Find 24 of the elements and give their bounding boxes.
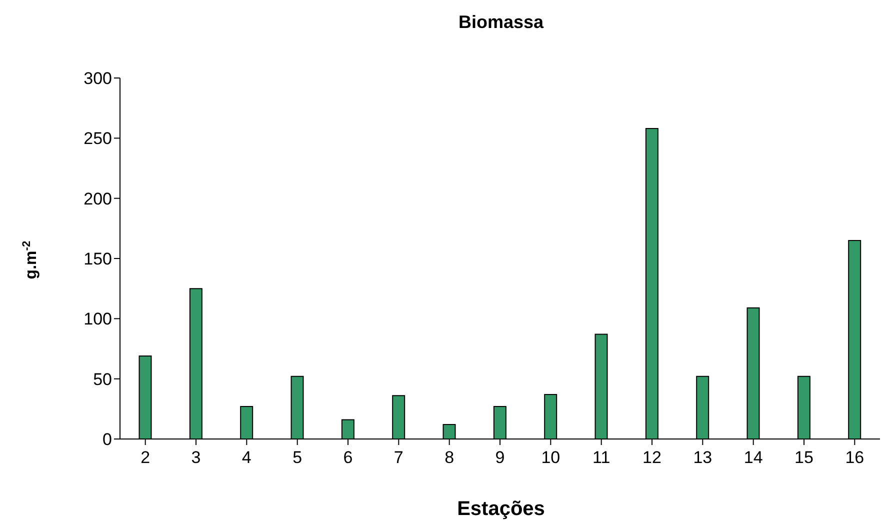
x-tick-label: 7 [394,448,404,468]
y-tick-label: 250 [84,129,112,148]
x-tick-label: 10 [541,448,560,468]
y-tick-label: 200 [84,189,112,208]
x-tick-label: 12 [642,448,662,468]
x-tick-label: 16 [845,448,864,468]
x-axis-title: Estações [457,498,545,520]
y-tick-label: 150 [84,250,112,269]
y-tick-label: 0 [102,430,112,450]
x-tick-label: 3 [191,448,201,468]
x-tick-label: 11 [592,448,610,468]
x-tick-label: 5 [292,448,302,468]
y-tick-label: 50 [93,370,112,389]
x-tick-label: 15 [794,448,814,468]
y-tick-label: 300 [84,69,112,88]
x-tick-label: 6 [343,448,353,468]
y-tick-label: 100 [84,310,112,329]
x-tick-label: 14 [744,448,763,468]
x-tick-label: 9 [495,448,505,468]
x-tick-label: 4 [242,448,252,468]
x-tick-label: 2 [140,448,150,468]
x-tick-label: 13 [693,448,712,468]
x-tick-label: 8 [444,448,454,468]
chart-title: Biomassa [458,12,545,32]
